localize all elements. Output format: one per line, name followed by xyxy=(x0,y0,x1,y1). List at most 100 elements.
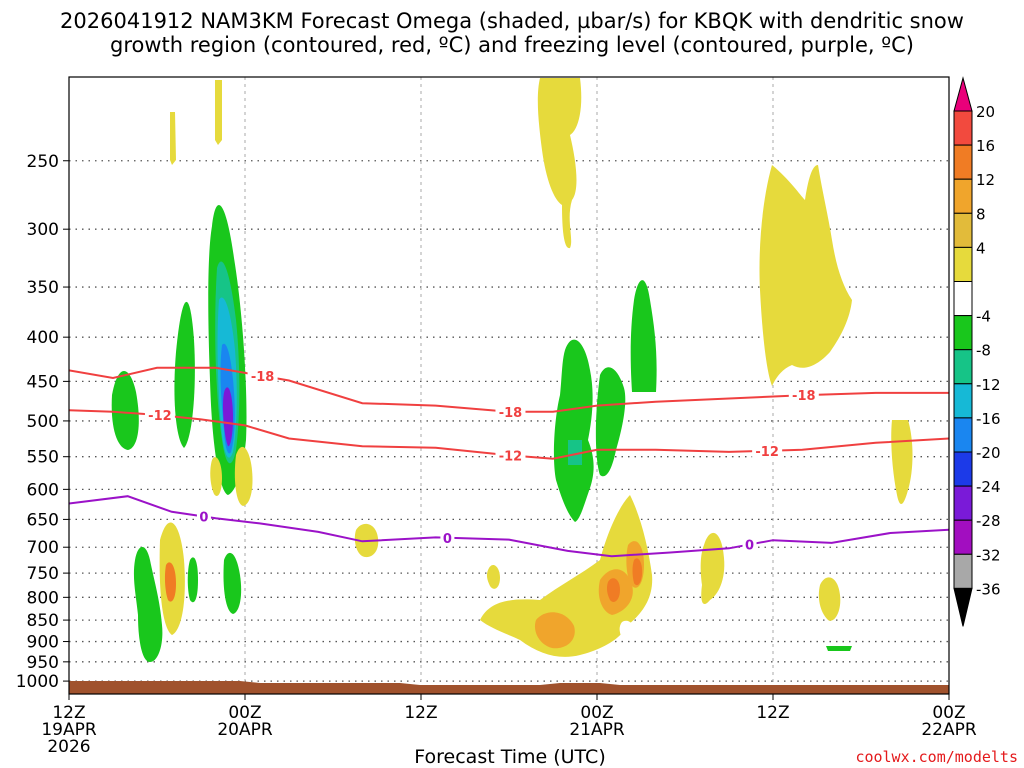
colorbar-segment xyxy=(953,212,973,248)
colorbar-label: 20 xyxy=(976,103,995,121)
contour-label: 0 xyxy=(443,532,452,547)
omega-region-down-thin-top xyxy=(215,80,222,145)
omega-region-down-low-day2 xyxy=(480,495,653,657)
colorbar-label: -16 xyxy=(976,410,1001,428)
y-axis: 2503003504004505005506006507007508008509… xyxy=(16,152,69,692)
omega-region-down-mid-2 xyxy=(210,457,222,497)
colorbar-segment xyxy=(953,110,973,146)
contour-label-bg xyxy=(196,508,211,524)
y-tick-label: 800 xyxy=(27,588,59,608)
colorbar-bottom-arrow xyxy=(953,587,973,627)
omega-region-down-upper-1 xyxy=(537,78,582,249)
colorbar-label: -28 xyxy=(976,512,1001,530)
y-tick-label: 300 xyxy=(27,220,59,240)
omega-region-up-early-2 xyxy=(174,301,195,448)
x-tick-label: 00Z xyxy=(932,703,965,723)
terrain-bar xyxy=(69,681,949,694)
colorbar-label: -24 xyxy=(976,478,1001,496)
omega-region-up-small-day3 xyxy=(826,646,852,651)
plot-frame xyxy=(68,76,950,695)
y-tick-label: 1000 xyxy=(16,672,59,692)
contour-label-bg xyxy=(752,442,783,458)
colorbar-segment xyxy=(953,281,973,317)
omega-region-up-low-3 xyxy=(187,557,198,603)
colorbar-segment xyxy=(953,383,973,419)
y-tick-label: 700 xyxy=(27,538,59,558)
colorbar-label: 16 xyxy=(976,137,995,155)
omega-region-up-early xyxy=(111,371,139,450)
y-tick-label: 750 xyxy=(27,564,59,584)
x-tick-label: 19APR xyxy=(41,720,97,740)
colorbar-label: 12 xyxy=(976,171,995,189)
contour-label: -12 xyxy=(755,445,779,460)
y-tick-label: 400 xyxy=(27,328,59,348)
omega-region-down-day2-gold-2 xyxy=(534,612,575,649)
omega-region-up-low-1 xyxy=(133,546,163,662)
x-tick-label: 21APR xyxy=(569,720,625,740)
colorbar-segment xyxy=(953,451,973,487)
omega-region-down-day2-orange xyxy=(606,578,620,602)
colorbar-segment xyxy=(953,315,973,351)
contour-label-bg xyxy=(247,367,278,383)
contour-label: 0 xyxy=(199,511,208,526)
y-tick-label: 950 xyxy=(27,653,59,673)
contour-label: -18 xyxy=(499,406,523,421)
omega-region-down-day2-white-hole xyxy=(619,620,635,641)
y-tick-label: 500 xyxy=(27,412,59,432)
chart-title-line1: 2026041912 NAM3KM Forecast Omega (shaded… xyxy=(60,9,964,33)
omega-region-up-day2-1 xyxy=(553,339,594,522)
y-tick-label: 600 xyxy=(27,480,59,500)
colorbar-segment xyxy=(953,553,973,589)
x-tick-label: 12Z xyxy=(756,703,789,723)
omega-region-up-core xyxy=(223,387,233,447)
y-tick-label: 350 xyxy=(27,278,59,298)
colorbar-label: -20 xyxy=(976,444,1001,462)
omega-region-down-mid-1 xyxy=(234,446,253,506)
contour-label: -18 xyxy=(251,370,275,385)
colorbar-label: 8 xyxy=(976,205,986,223)
y-tick-label: 650 xyxy=(27,510,59,530)
contour-label-bg xyxy=(788,387,819,403)
colorbar-segment xyxy=(953,485,973,521)
omega-shading xyxy=(111,78,913,662)
colorbar-label: -36 xyxy=(976,580,1001,598)
x-tick-label: 12Z xyxy=(52,703,85,723)
omega-region-down-upper-2 xyxy=(759,165,852,386)
contour-label-bg xyxy=(495,447,526,463)
contour-label: -12 xyxy=(148,409,172,424)
colorbar-segment xyxy=(953,246,973,282)
omega-region-down-small-1 xyxy=(486,564,500,589)
x-tick-label: 22APR xyxy=(921,720,977,740)
x-axis-label: Forecast Time (UTC) xyxy=(414,746,605,768)
y-tick-label: 850 xyxy=(27,611,59,631)
omega-region-down-small-3 xyxy=(818,577,841,621)
contour-label: -18 xyxy=(792,389,816,404)
colorbar-segment xyxy=(953,349,973,385)
colorbar-label: -12 xyxy=(976,376,1001,394)
colorbar-segment xyxy=(953,178,973,214)
contour-label-bg xyxy=(495,403,526,419)
colorbar-label: -4 xyxy=(976,308,991,326)
colorbar: 20 16 12 8 4 -4 -8 -12 -16 -20 -24 -28 -32 -36 xyxy=(953,76,1001,627)
y-tick-label: 900 xyxy=(27,633,59,653)
omega-region-down-thin-2 xyxy=(170,112,176,165)
x-tick-label: 2026 xyxy=(47,737,90,757)
y-tick-label: 450 xyxy=(27,372,59,392)
contour-lines: -18 -18 -18 -12 -12 -12 0 0 0 xyxy=(69,366,949,558)
y-tick-label: 550 xyxy=(27,448,59,468)
x-tick-label: 12Z xyxy=(404,703,437,723)
colorbar-segment xyxy=(953,144,973,180)
credit-text: coolwx.com/modelts xyxy=(855,748,1018,766)
contour-label-bg xyxy=(440,529,455,545)
contour-label: -12 xyxy=(499,449,523,464)
x-tick-label: 00Z xyxy=(228,703,261,723)
x-tick-label: 00Z xyxy=(580,703,613,723)
colorbar-label: -8 xyxy=(976,342,991,360)
x-tick-label: 20APR xyxy=(217,720,273,740)
omega-region-up-day2-3 xyxy=(630,280,657,392)
colorbar-segment xyxy=(953,417,973,453)
omega-region-up-low-2 xyxy=(223,552,242,614)
contour-label-bg xyxy=(742,536,757,552)
